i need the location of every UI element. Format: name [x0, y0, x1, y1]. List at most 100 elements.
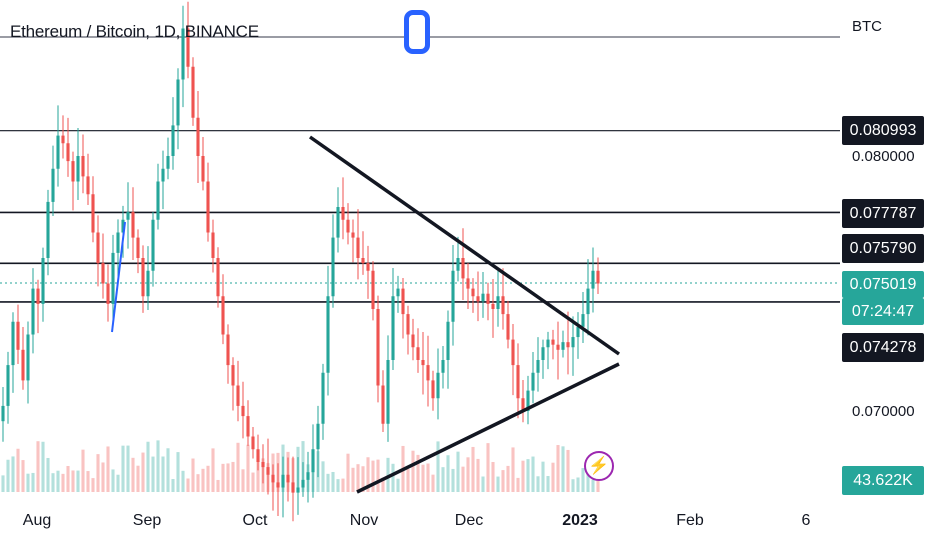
- volume-bar: [331, 471, 335, 492]
- volume-bar: [216, 479, 220, 492]
- volume-bar: [536, 476, 540, 492]
- volume-bar: [36, 441, 40, 492]
- candle-body: [546, 339, 550, 348]
- volume-bar: [496, 476, 500, 492]
- candle-body: [371, 270, 375, 309]
- candle-body: [566, 342, 570, 348]
- candle-body: [401, 288, 405, 315]
- volume-bar: [346, 453, 350, 492]
- upper-trendline: [308, 135, 621, 356]
- volume-bar: [541, 461, 545, 492]
- volume-bar: [126, 445, 130, 492]
- candle-body: [446, 321, 450, 360]
- candle-body: [141, 258, 145, 297]
- candle-body: [516, 365, 520, 399]
- candle-body: [16, 321, 20, 350]
- volume-bar: [456, 451, 460, 492]
- volume-bar: [411, 450, 415, 492]
- volume-bar: [361, 466, 365, 492]
- volume-bar: [81, 449, 85, 492]
- candle-body: [491, 303, 495, 309]
- volume-bar: [501, 470, 505, 492]
- time-axis-label: 2023: [562, 512, 598, 529]
- candle-body: [151, 219, 155, 271]
- candle-body: [91, 194, 95, 233]
- candle-body: [266, 467, 270, 475]
- candle-body: [496, 296, 500, 309]
- candle-body: [461, 258, 465, 279]
- volume-bar: [21, 460, 25, 492]
- volume-bar: [26, 473, 30, 492]
- candle-body: [346, 219, 350, 233]
- lightning-icon[interactable]: ⚡: [584, 451, 614, 481]
- candle-body: [466, 278, 470, 289]
- candle-body: [486, 293, 490, 304]
- price-level-badge: 0.074278: [842, 333, 924, 362]
- volume-bar: [71, 470, 75, 492]
- candle-body: [416, 347, 420, 360]
- volume-bar: [521, 460, 525, 492]
- volume-bar: [251, 472, 255, 492]
- volume-bar: [51, 473, 55, 492]
- volume-bar: [506, 465, 510, 492]
- volume-bar: [466, 457, 470, 492]
- candle-body: [246, 416, 250, 437]
- volume-bar: [201, 468, 205, 492]
- volume-bar: [591, 479, 595, 492]
- volume-bar: [381, 477, 385, 492]
- volume-bar: [551, 462, 555, 492]
- candle-body: [81, 156, 85, 177]
- volume-bar: [91, 478, 95, 492]
- volume-bar: [336, 479, 340, 492]
- volume-bar: [581, 468, 585, 492]
- candle-body: [226, 334, 230, 366]
- candle-body: [6, 365, 10, 406]
- volume-bar: [116, 474, 120, 492]
- volume-bar: [166, 448, 170, 492]
- candle-body: [206, 181, 210, 233]
- volume-bar: [486, 443, 490, 492]
- volume-bar: [256, 455, 260, 492]
- candle-body: [421, 360, 425, 366]
- candle-body: [186, 28, 190, 67]
- candle-body: [11, 321, 15, 366]
- candle-body: [326, 296, 330, 373]
- candle-body: [121, 219, 125, 233]
- candle-body: [26, 334, 30, 381]
- volume-bar: [11, 456, 15, 492]
- volume-bar: [226, 463, 230, 492]
- candle-body: [451, 270, 455, 322]
- candle-body: [21, 349, 25, 381]
- rounded-rect-handle-icon[interactable]: [404, 10, 430, 54]
- volume-bar: [321, 461, 325, 492]
- lower-trendline: [356, 362, 620, 494]
- volume-bar: [531, 456, 535, 492]
- volume-bar: [516, 477, 520, 492]
- candle-body: [281, 474, 285, 488]
- candle-body: [86, 176, 90, 195]
- volume-bar: [176, 452, 180, 492]
- candle-body: [51, 168, 55, 202]
- candle-body: [361, 258, 365, 264]
- volume-bar: [326, 473, 330, 492]
- time-axis-label: Dec: [454, 512, 484, 529]
- candle-body: [46, 201, 50, 258]
- volume-bar: [161, 456, 165, 492]
- volume-bar: [436, 441, 440, 492]
- candle-body: [211, 232, 215, 258]
- candle-body: [56, 135, 60, 169]
- volume-bar: [396, 478, 400, 492]
- volume-bar: [151, 456, 155, 492]
- volume-bar: [526, 459, 530, 492]
- candle-body: [351, 232, 355, 238]
- volume-bar: [146, 441, 150, 492]
- time-axis-label: 6: [801, 512, 811, 529]
- volume-bar: [546, 476, 550, 492]
- volume-bar: [131, 457, 135, 492]
- candle-body: [531, 372, 535, 391]
- volume-bar: [426, 463, 430, 492]
- candle-body: [506, 314, 510, 340]
- candle-body: [216, 258, 220, 297]
